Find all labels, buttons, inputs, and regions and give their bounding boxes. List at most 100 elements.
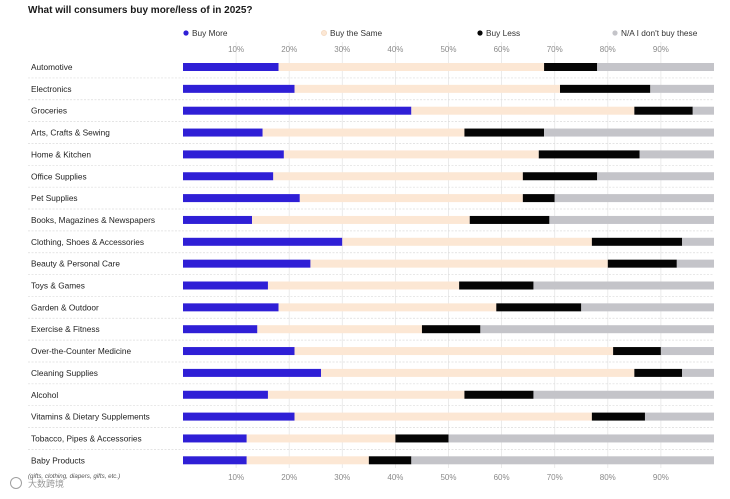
bar-segment — [522, 172, 598, 181]
legend-label: Buy Less — [486, 28, 520, 38]
category-label: Over-the-Counter Medicine — [31, 346, 131, 356]
bar-segment — [183, 106, 412, 115]
bar-segment — [267, 390, 465, 399]
category-row: Books, Magazines & Newspapers — [28, 215, 714, 232]
x-tick-label-top: 70% — [547, 45, 563, 54]
category-label: Groceries — [31, 106, 67, 116]
watermark-text: 大数跨境 — [28, 478, 64, 489]
bar-segment — [183, 456, 247, 465]
bar-segment — [639, 150, 714, 159]
bar-segment — [183, 63, 279, 71]
bar-segment — [395, 434, 449, 443]
bar-segment — [267, 281, 460, 290]
category-label: Arts, Crafts & Sewing — [31, 128, 110, 138]
bar-segment — [294, 412, 592, 421]
bar-segment — [183, 325, 258, 334]
footnote: (gifts, clothing, diapers, gifts, etc.) — [28, 473, 120, 480]
x-tick-label-bottom: 90% — [653, 473, 669, 482]
bar-segment — [294, 347, 614, 356]
bar-segment — [246, 456, 369, 465]
bar-segment — [252, 215, 470, 224]
chart-title: What will consumers buy more/less of in … — [28, 5, 253, 16]
bar-segment — [597, 172, 714, 181]
category-label: Home & Kitchen — [31, 149, 91, 159]
bar-segment — [692, 106, 714, 115]
x-tick-label-bottom: 80% — [600, 473, 616, 482]
x-tick-label-top: 50% — [440, 45, 456, 54]
category-row: Office Supplies — [28, 171, 714, 188]
x-tick-label-bottom: 50% — [440, 473, 456, 482]
bar-segment — [183, 215, 253, 224]
bar-segment — [650, 84, 714, 93]
bar-segment — [544, 63, 598, 71]
category-label: Office Supplies — [31, 171, 87, 181]
bar-segment — [299, 194, 523, 203]
category-row: Baby Products — [31, 455, 714, 465]
bar-segment — [246, 434, 396, 443]
category-label: Beauty & Personal Care — [31, 259, 120, 269]
category-rows: Automotive Electronics Groceries Arts, Craf… — [28, 62, 714, 465]
category-row: Home & Kitchen — [28, 149, 714, 166]
bar-segment — [644, 412, 714, 421]
category-row: Alcohol — [28, 390, 714, 407]
category-label: Cleaning Supplies — [31, 368, 98, 378]
category-row: Electronics — [28, 84, 714, 101]
category-row: Pet Supplies — [28, 193, 714, 210]
bar-segment — [544, 128, 714, 137]
x-tick-label-top: 10% — [228, 45, 244, 54]
category-label: Tobacco, Pipes & Accessories — [31, 433, 142, 443]
bar-segment — [310, 259, 608, 268]
bar-segment — [682, 237, 714, 246]
bar-segment — [278, 63, 545, 71]
x-tick-label-top: 80% — [600, 45, 616, 54]
bar-segment — [676, 259, 714, 268]
bar-segment — [496, 303, 582, 312]
watermark: 大数跨境 — [10, 477, 64, 489]
bar-segment — [634, 368, 683, 377]
bar-segment — [522, 194, 555, 203]
category-label: Baby Products — [31, 455, 85, 465]
category-row: Tobacco, Pipes & Accessories — [28, 433, 714, 450]
x-tick-label-top: 60% — [494, 45, 510, 54]
x-tick-label-bottom: 10% — [228, 473, 244, 482]
bar-segment — [448, 434, 714, 443]
legend-label: Buy the Same — [330, 28, 383, 38]
category-row: Garden & Outdoor — [28, 302, 714, 319]
category-label: Clothing, Shoes & Accessories — [31, 237, 144, 247]
bar-segment — [183, 281, 268, 290]
category-row: Vitamins & Dietary Supplements — [28, 412, 714, 428]
bar-segment — [469, 215, 550, 224]
bar-segment — [591, 237, 683, 246]
category-label: Garden & Outdoor — [31, 302, 99, 312]
bar-segment — [183, 368, 322, 377]
legend-label: Buy More — [192, 28, 228, 38]
bar-segment — [183, 390, 268, 399]
x-tick-label-bottom: 40% — [387, 473, 403, 482]
bar-segment — [554, 194, 714, 203]
bar-segment — [183, 150, 284, 159]
x-tick-label-top: 90% — [653, 45, 669, 54]
watermark-logo — [10, 477, 22, 489]
bar-segment — [183, 194, 300, 203]
bar-segment — [682, 368, 714, 377]
x-tick-label-top: 40% — [387, 45, 403, 54]
bar-segment — [283, 150, 539, 159]
bar-segment — [183, 172, 274, 181]
bar-segment — [634, 106, 693, 115]
bar-segment — [560, 84, 651, 93]
category-label: Electronics — [31, 84, 72, 94]
legend: Buy More Buy the Same Buy Less N/A I don't … — [183, 28, 698, 38]
x-tick-label-top: 30% — [334, 45, 350, 54]
bar-segment — [183, 259, 311, 268]
bar-segment — [480, 325, 714, 334]
category-row: Exercise & Fitness — [28, 324, 714, 341]
bar-segment — [257, 325, 422, 334]
bar-segment — [538, 150, 640, 159]
category-label: Toys & Games — [31, 281, 85, 291]
x-axis-ticks-bottom: 10% 20% 30% 40% 50% 60% 70% 80% 90% — [228, 473, 669, 482]
category-label: Pet Supplies — [31, 193, 78, 203]
bar-segment — [533, 390, 714, 399]
bar-segment — [273, 172, 523, 181]
bar-segment — [459, 281, 534, 290]
